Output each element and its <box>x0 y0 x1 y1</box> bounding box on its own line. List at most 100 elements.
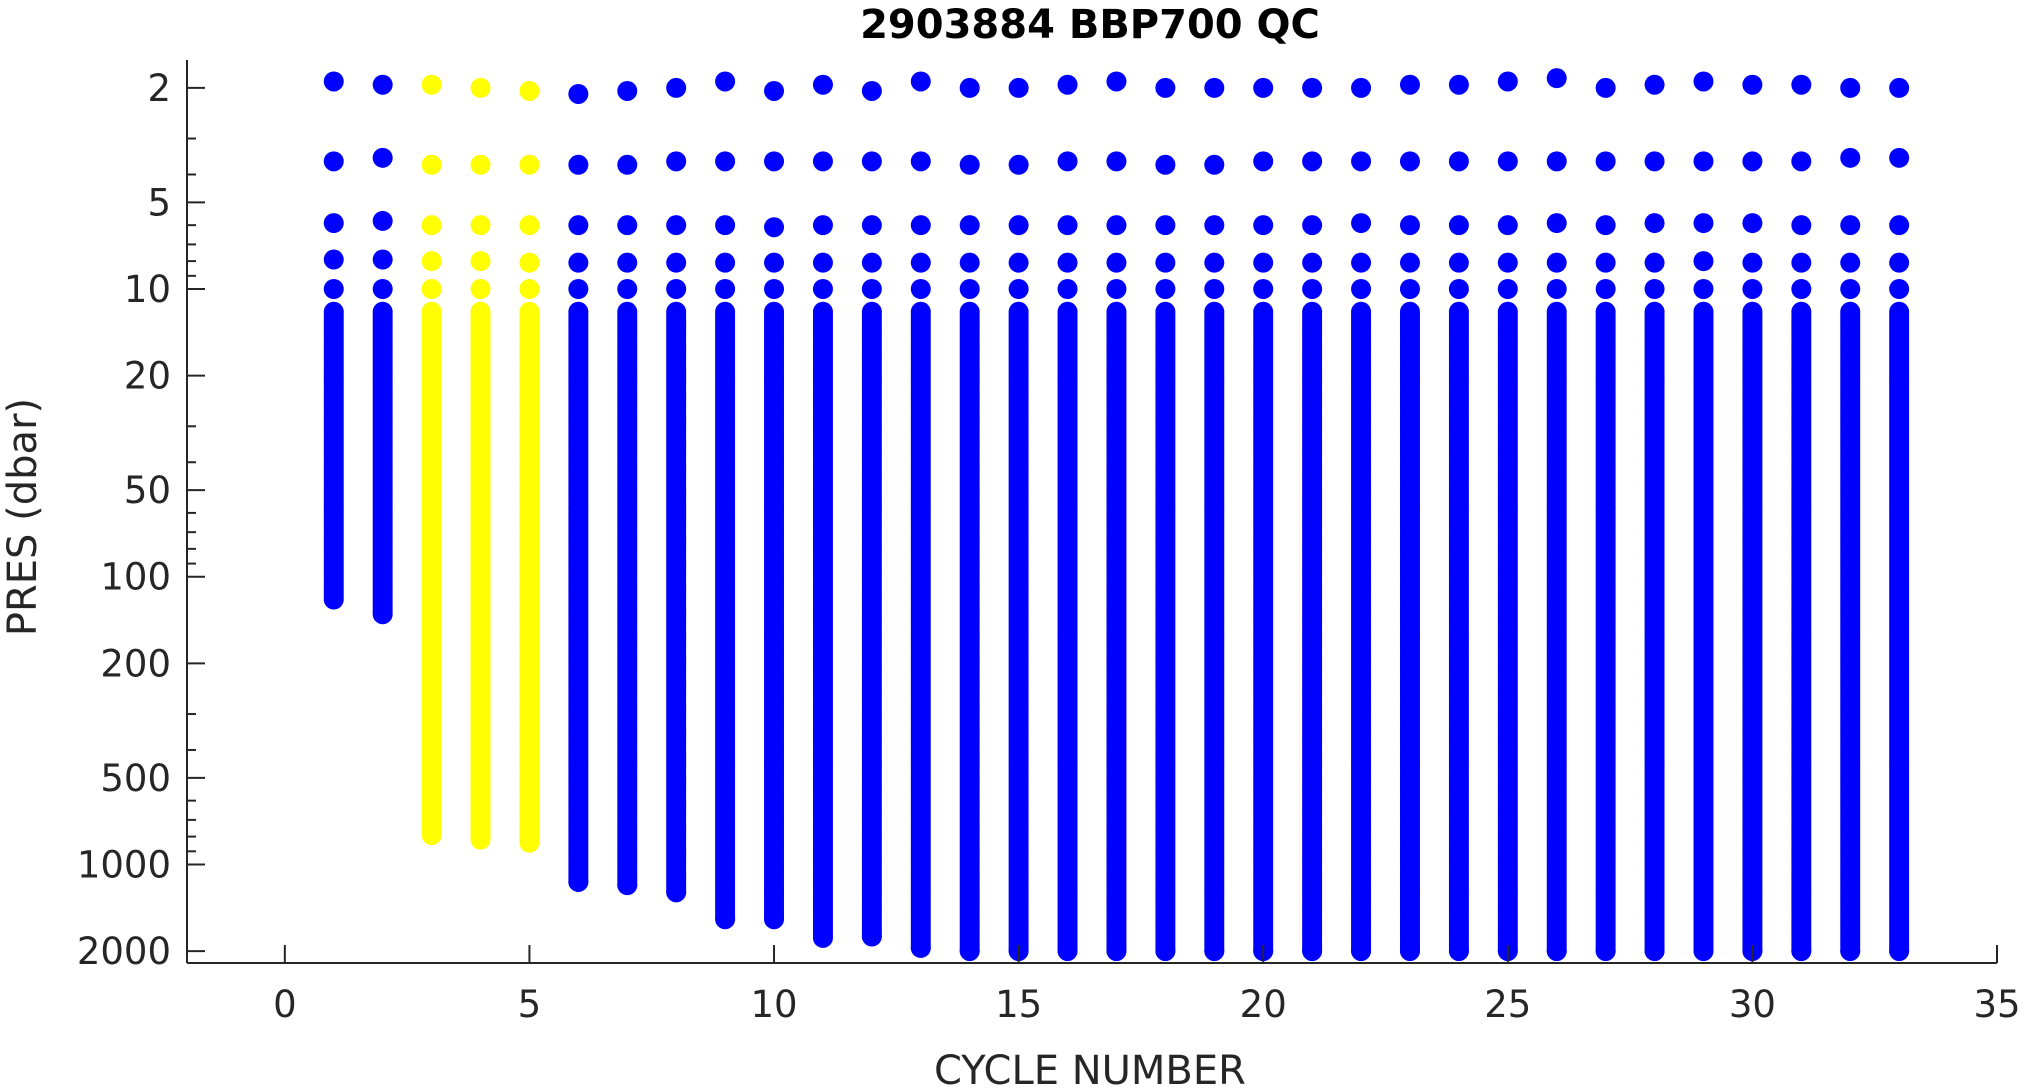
data-point <box>1351 279 1372 300</box>
profile-cycle-7 <box>617 80 638 896</box>
data-point <box>764 80 785 101</box>
data-point <box>421 251 442 272</box>
data-point <box>470 829 491 850</box>
data-point <box>666 215 687 236</box>
data-point <box>372 604 393 625</box>
data-point <box>1253 151 1274 172</box>
data-point <box>1399 215 1420 236</box>
data-point <box>568 871 589 892</box>
data-point <box>421 279 442 300</box>
data-point <box>421 825 442 846</box>
data-point <box>715 252 736 273</box>
data-point <box>715 909 736 930</box>
data-point <box>959 154 980 175</box>
data-point <box>715 215 736 236</box>
data-point <box>764 909 785 930</box>
data-point <box>1106 252 1127 273</box>
data-point <box>812 279 833 300</box>
data-point <box>910 71 931 92</box>
profile-cycle-8 <box>666 77 687 903</box>
data-point <box>1057 151 1078 172</box>
data-point <box>861 926 882 947</box>
data-point <box>1057 252 1078 273</box>
data-point <box>910 252 931 273</box>
profile-cycle-17 <box>1106 71 1127 962</box>
data-point <box>861 252 882 273</box>
data-point <box>1204 279 1225 300</box>
data-point <box>1351 213 1372 234</box>
data-point <box>1302 215 1323 236</box>
data-point <box>1155 252 1176 273</box>
data-point <box>812 252 833 273</box>
data-point <box>519 154 540 175</box>
profile-cycle-18 <box>1155 77 1176 962</box>
data-point <box>1448 941 1469 962</box>
data-point <box>1497 279 1518 300</box>
data-point <box>812 927 833 948</box>
data-point <box>1057 279 1078 300</box>
data-point <box>1008 154 1029 175</box>
data-point <box>323 589 344 610</box>
data-point <box>519 832 540 853</box>
data-point <box>1497 71 1518 92</box>
data-point <box>1351 252 1372 273</box>
profile-cycle-9 <box>715 71 736 930</box>
data-point <box>1302 941 1323 962</box>
data-point <box>1302 77 1323 98</box>
data-point <box>1399 941 1420 962</box>
data-point <box>1351 151 1372 172</box>
data-point <box>519 252 540 273</box>
data-point <box>764 279 785 300</box>
data-point <box>666 151 687 172</box>
plot-area <box>323 68 1910 962</box>
data-point <box>1008 77 1029 98</box>
profile-cycle-19 <box>1204 77 1225 962</box>
data-point <box>1399 74 1420 95</box>
data-point <box>568 252 589 273</box>
chart-title: 2903884 BBP700 QC <box>860 2 1320 48</box>
data-point <box>1302 151 1323 172</box>
data-point <box>1106 941 1127 962</box>
data-point <box>861 151 882 172</box>
data-point <box>715 151 736 172</box>
data-point <box>812 74 833 95</box>
data-point <box>1155 279 1176 300</box>
data-point <box>1253 77 1274 98</box>
data-point <box>1155 941 1176 962</box>
data-point <box>959 77 980 98</box>
data-point <box>372 249 393 270</box>
data-point <box>1204 252 1225 273</box>
data-point <box>617 215 638 236</box>
data-point <box>1204 941 1225 962</box>
data-point <box>1204 154 1225 175</box>
data-point <box>1155 77 1176 98</box>
data-point <box>1497 151 1518 172</box>
data-point <box>421 74 442 95</box>
profile-cycle-23 <box>1399 74 1420 962</box>
data-point <box>470 279 491 300</box>
data-point <box>1008 279 1029 300</box>
data-point <box>568 154 589 175</box>
data-point <box>519 80 540 101</box>
data-point <box>715 279 736 300</box>
data-point <box>470 77 491 98</box>
data-point <box>1399 151 1420 172</box>
data-point <box>372 210 393 231</box>
data-point <box>1351 77 1372 98</box>
data-point <box>519 279 540 300</box>
data-point <box>959 279 980 300</box>
data-point <box>617 80 638 101</box>
data-point <box>323 71 344 92</box>
data-point <box>568 83 589 104</box>
data-point <box>617 252 638 273</box>
data-point <box>764 151 785 172</box>
data-point <box>323 279 344 300</box>
profile-cycle-24 <box>1448 74 1469 962</box>
data-point <box>1497 252 1518 273</box>
profile-cycle-6 <box>568 83 589 892</box>
data-point <box>1399 252 1420 273</box>
data-point <box>1253 279 1274 300</box>
data-point <box>861 279 882 300</box>
data-point <box>1155 154 1176 175</box>
